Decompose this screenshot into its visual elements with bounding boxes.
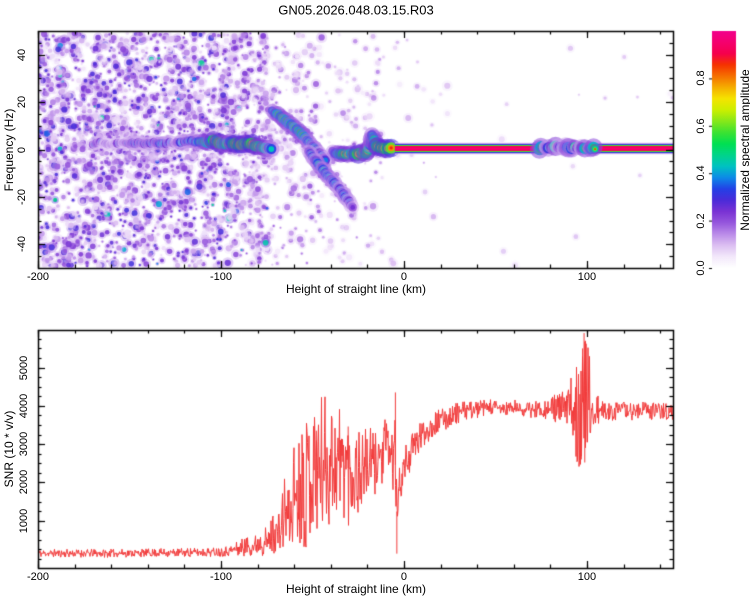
top-y-axis-label: Frequency (Hz) [2,108,16,192]
colorbar-tick-label: 0.8 [695,70,707,87]
top-y-tick-label: 20 [16,95,28,109]
colorbar-tick-label: 0.6 [695,118,707,134]
colorbar-tick-label: 0.0 [695,260,707,276]
colorbar-label: Normalized spectral amplitude [738,69,750,231]
top-y-tick-label: 0 [16,146,28,153]
bottom-x-tick-label: 100 [577,571,597,583]
bottom-y-tick-label: 1000 [18,508,30,533]
bottom-y-tick-label: 3000 [18,431,30,457]
top-y-tick-label: -20 [16,188,28,205]
top-y-tick-label: -40 [16,236,28,253]
top-x-axis-label: Height of straight line (km) [285,282,427,296]
bottom-x-tick-label: -200 [26,571,50,583]
bottom-x-axis-label: Height of straight line (km) [285,582,427,596]
top-x-tick-label: -200 [26,271,50,283]
top-x-tick-label: 0 [400,271,408,283]
top-y-tick-label: 40 [16,48,28,61]
bottom-x-tick-label: 0 [400,571,408,583]
bottom-y-tick-label: 5000 [18,355,30,380]
bottom-x-tick-label: -100 [209,571,232,583]
bottom-y-tick-label: 4000 [18,393,30,419]
figure-title: GN05.2026.048.03.15.R03 [278,2,434,18]
top-x-tick-label: 100 [577,271,597,283]
top-x-tick-label: -100 [209,271,232,283]
colorbar-tick-label: 0.4 [695,165,707,181]
colorbar-tick-label: 0.2 [695,212,707,229]
bottom-y-axis-label: SNR (10 * v/v) [2,410,16,488]
bottom-y-tick-label: 2000 [18,470,30,495]
